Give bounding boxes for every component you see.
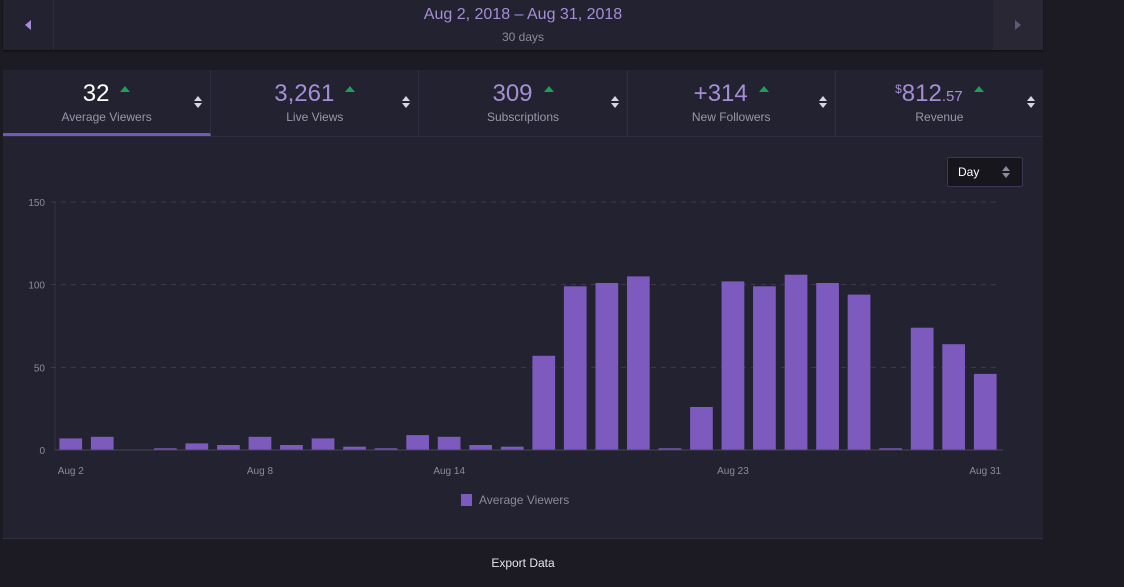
export-data-button[interactable]: Export Data [3, 538, 1043, 587]
bar-aug-19[interactable] [595, 283, 619, 450]
bar-aug-22[interactable] [690, 407, 713, 450]
stat-tab-live-views[interactable]: 3,261 Live Views [211, 70, 420, 136]
previous-period-button[interactable] [3, 0, 54, 50]
y-tick-label: 0 [39, 446, 45, 457]
stat-value-cents: .57 [941, 88, 963, 105]
export-data-label: Export Data [491, 556, 555, 570]
y-tick-label: 100 [28, 281, 45, 292]
bar-aug-12[interactable] [374, 448, 398, 450]
stat-value: 812 [901, 80, 942, 107]
legend-label: Average Viewers [479, 493, 570, 507]
sort-icon[interactable] [610, 96, 619, 110]
bar-aug-25[interactable] [784, 274, 808, 450]
bar-aug-10[interactable] [311, 438, 335, 450]
y-tick-label: 150 [28, 198, 45, 209]
stat-tab-new-followers[interactable]: +314 New Followers [628, 70, 836, 136]
legend-swatch [461, 494, 472, 506]
bar-aug-29[interactable] [910, 327, 934, 450]
bar-aug-17[interactable] [532, 355, 556, 450]
stat-tab-subscriptions[interactable]: 309 Subscriptions [419, 70, 628, 136]
sort-icon[interactable] [1027, 96, 1036, 110]
stat-label: Live Views [286, 110, 344, 124]
date-range-label: Aug 2, 2018 – Aug 31, 2018 [423, 6, 623, 23]
bar-aug-26[interactable] [816, 283, 839, 450]
bar-aug-6[interactable] [185, 443, 209, 450]
interval-select[interactable]: Day [947, 157, 1023, 187]
x-tick-label: Aug 8 [247, 466, 274, 477]
chart-legend[interactable]: Average Viewers [461, 493, 569, 507]
caret-right-icon [1015, 20, 1021, 30]
sort-icon[interactable] [194, 96, 203, 110]
stat-label: New Followers [691, 110, 771, 124]
sort-icon[interactable] [818, 96, 827, 110]
x-tick-label: Aug 23 [717, 466, 749, 477]
bar-aug-24[interactable] [753, 286, 776, 450]
bar-aug-30[interactable] [942, 344, 965, 450]
stat-tab-average-viewers[interactable]: 32 Average Viewers [3, 70, 212, 136]
stat-tab-revenue[interactable]: $812.57 Revenue [836, 70, 1043, 136]
next-period-button[interactable] [993, 0, 1043, 50]
select-arrows-icon [1002, 166, 1010, 180]
stats-panel: 32 Average Viewers 3,261 Live Views 309 … [3, 70, 1043, 587]
bar-aug-21[interactable] [658, 448, 682, 450]
stat-tabs: 32 Average Viewers 3,261 Live Views 309 … [3, 70, 1043, 137]
bar-aug-14[interactable] [437, 436, 461, 450]
bar-aug-23[interactable] [721, 281, 745, 450]
bar-aug-5[interactable] [154, 448, 177, 450]
bar-aug-31[interactable] [973, 373, 997, 450]
stat-value: 3,261 [274, 80, 335, 107]
stat-value: 309 [492, 80, 533, 107]
average-viewers-bar-chart: 0 50 100 150 Aug 2 Aug 8 Aug 14 Aug 23 Aug 31 [28, 198, 1003, 477]
trend-up-icon [758, 85, 769, 92]
trend-up-icon [345, 85, 356, 92]
bar-aug-9[interactable] [280, 445, 303, 450]
trend-up-icon [973, 85, 984, 92]
sort-icon[interactable] [402, 96, 411, 110]
bar-aug-8[interactable] [248, 436, 272, 450]
bar-aug-11[interactable] [343, 446, 366, 450]
stat-label: Subscriptions [486, 110, 560, 124]
trend-up-icon [543, 85, 554, 92]
y-tick-label: 50 [34, 363, 46, 374]
trend-up-icon [120, 85, 131, 92]
bar-aug-20[interactable] [627, 276, 650, 450]
bar-aug-3[interactable] [90, 436, 114, 450]
stat-value: 32 [82, 80, 110, 107]
caret-left-icon [25, 20, 31, 30]
x-tick-label: Aug 14 [433, 466, 465, 477]
stat-label: Revenue [915, 110, 964, 124]
bar-aug-15[interactable] [469, 445, 492, 450]
bar-aug-27[interactable] [847, 294, 871, 450]
bar-aug-13[interactable] [406, 435, 429, 450]
bar-aug-2[interactable] [59, 438, 83, 450]
bar-aug-7[interactable] [217, 445, 240, 450]
date-range-bar: Aug 2, 2018 – Aug 31, 2018 30 days [3, 0, 1043, 50]
currency-symbol: $ [895, 82, 902, 96]
x-tick-label: Aug 31 [969, 466, 1001, 477]
x-tick-label: Aug 2 [58, 466, 85, 477]
interval-select-value: Day [958, 165, 980, 179]
stat-label: Average Viewers [61, 110, 152, 124]
bar-aug-28[interactable] [879, 448, 902, 450]
bar-aug-18[interactable] [563, 286, 587, 450]
date-range-duration: 30 days [501, 30, 545, 44]
stat-value: +314 [693, 80, 748, 107]
bar-aug-16[interactable] [500, 446, 524, 450]
